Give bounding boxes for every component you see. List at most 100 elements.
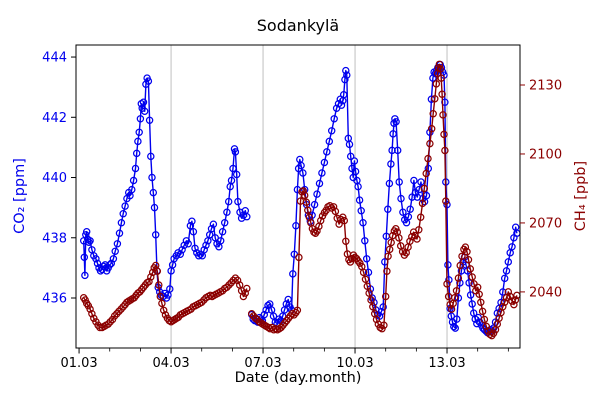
data-point-CH4 bbox=[369, 303, 377, 311]
data-point-CH4 bbox=[438, 90, 446, 98]
data-point-CO2 bbox=[184, 240, 192, 248]
data-point-CH4 bbox=[440, 130, 448, 139]
data-point-CH4 bbox=[456, 261, 464, 270]
data-point-CO2 bbox=[399, 208, 407, 216]
data-point-CH4 bbox=[406, 237, 414, 246]
data-point-CH4 bbox=[475, 290, 483, 298]
data-point-CH4 bbox=[392, 224, 400, 233]
data-point-CO2 bbox=[426, 128, 434, 137]
data-point-CH4 bbox=[499, 303, 507, 311]
right-tick-label: 2100 bbox=[529, 147, 562, 162]
data-point-CH4 bbox=[361, 275, 370, 284]
left-tick-label: 442 bbox=[42, 111, 67, 126]
data-point-CH4 bbox=[442, 197, 450, 205]
data-point-CH4 bbox=[159, 306, 168, 315]
data-point-CO2 bbox=[216, 237, 225, 245]
data-point-CO2 bbox=[451, 324, 460, 332]
data-point-CH4 bbox=[416, 213, 425, 221]
data-point-CO2 bbox=[151, 231, 160, 239]
data-point-CH4 bbox=[227, 278, 235, 287]
data-point-CO2 bbox=[81, 271, 89, 280]
data-point-CO2 bbox=[299, 169, 307, 177]
data-point-CO2 bbox=[132, 149, 141, 158]
data-point-CH4 bbox=[117, 305, 125, 313]
data-point-CH4 bbox=[241, 289, 250, 297]
data-point-CH4 bbox=[441, 146, 449, 155]
data-point-CO2 bbox=[113, 240, 122, 248]
data-point-CO2 bbox=[339, 90, 348, 99]
data-point-CO2 bbox=[207, 224, 216, 233]
data-point-CO2 bbox=[387, 160, 395, 168]
data-point-CO2 bbox=[178, 246, 186, 254]
data-point-CH4 bbox=[86, 305, 94, 313]
data-point-CH4 bbox=[380, 321, 388, 329]
data-point-CO2 bbox=[176, 250, 185, 259]
data-point-CH4 bbox=[300, 191, 309, 200]
data-point-CO2 bbox=[330, 115, 338, 123]
data-point-CH4 bbox=[385, 245, 394, 254]
data-point-CH4 bbox=[123, 298, 131, 307]
data-point-CO2 bbox=[134, 137, 142, 146]
data-point-CO2 bbox=[465, 279, 473, 287]
data-point-CO2 bbox=[85, 238, 93, 247]
data-point-CO2 bbox=[148, 173, 156, 182]
data-point-CO2 bbox=[443, 200, 451, 209]
data-point-CO2 bbox=[453, 315, 461, 323]
data-point-CO2 bbox=[284, 295, 292, 304]
data-point-CO2 bbox=[364, 268, 373, 277]
data-point-CO2 bbox=[264, 301, 272, 310]
data-point-CO2 bbox=[80, 253, 89, 262]
data-point-CO2 bbox=[147, 152, 155, 161]
data-point-CO2 bbox=[384, 205, 392, 213]
data-point-CH4 bbox=[104, 320, 112, 328]
data-point-CO2 bbox=[111, 247, 119, 256]
data-point-CH4 bbox=[506, 292, 514, 301]
data-point-CO2 bbox=[395, 178, 403, 186]
data-point-CO2 bbox=[224, 197, 233, 206]
data-point-CO2 bbox=[149, 188, 158, 197]
data-point-CH4 bbox=[511, 296, 520, 304]
data-point-CH4 bbox=[243, 284, 251, 293]
data-point-CO2 bbox=[315, 179, 324, 188]
data-point-CO2 bbox=[359, 218, 367, 227]
data-point-CO2 bbox=[191, 244, 199, 253]
data-point-CH4 bbox=[302, 198, 311, 206]
data-point-CO2 bbox=[128, 185, 136, 194]
data-point-CO2 bbox=[500, 274, 509, 283]
data-point-CH4 bbox=[147, 273, 155, 281]
data-point-CO2 bbox=[136, 115, 145, 123]
data-point-CH4 bbox=[436, 65, 445, 73]
data-point-CH4 bbox=[504, 288, 513, 296]
x-tick-label: 10.03 bbox=[336, 356, 373, 371]
data-point-CO2 bbox=[341, 75, 349, 84]
data-point-CH4 bbox=[424, 154, 432, 163]
data-point-CH4 bbox=[119, 303, 127, 311]
data-point-CO2 bbox=[189, 227, 198, 236]
data-point-CH4 bbox=[431, 95, 439, 103]
data-point-CH4 bbox=[342, 237, 350, 246]
data-point-CO2 bbox=[82, 227, 91, 236]
data-point-CH4 bbox=[387, 238, 395, 247]
data-point-CO2 bbox=[385, 179, 394, 188]
data-point-CH4 bbox=[452, 287, 461, 295]
data-point-CH4 bbox=[422, 169, 430, 178]
data-point-CH4 bbox=[100, 322, 108, 331]
data-point-CH4 bbox=[384, 252, 392, 261]
data-point-CH4 bbox=[156, 292, 165, 301]
data-point-CH4 bbox=[295, 253, 303, 262]
data-point-CO2 bbox=[397, 194, 405, 203]
data-point-CH4 bbox=[439, 111, 447, 119]
data-point-CO2 bbox=[354, 182, 362, 191]
data-point-CH4 bbox=[418, 199, 427, 208]
data-point-CO2 bbox=[139, 98, 148, 106]
data-point-CO2 bbox=[109, 255, 118, 263]
data-point-CO2 bbox=[115, 229, 124, 237]
data-point-CH4 bbox=[266, 324, 274, 333]
data-point-CO2 bbox=[92, 255, 100, 263]
chart-title: Sodankylä bbox=[256, 16, 340, 35]
data-point-CH4 bbox=[293, 306, 302, 315]
data-point-CO2 bbox=[499, 288, 507, 296]
data-point-CO2 bbox=[243, 212, 251, 221]
data-point-CO2 bbox=[410, 176, 418, 185]
data-point-CO2 bbox=[135, 128, 143, 137]
